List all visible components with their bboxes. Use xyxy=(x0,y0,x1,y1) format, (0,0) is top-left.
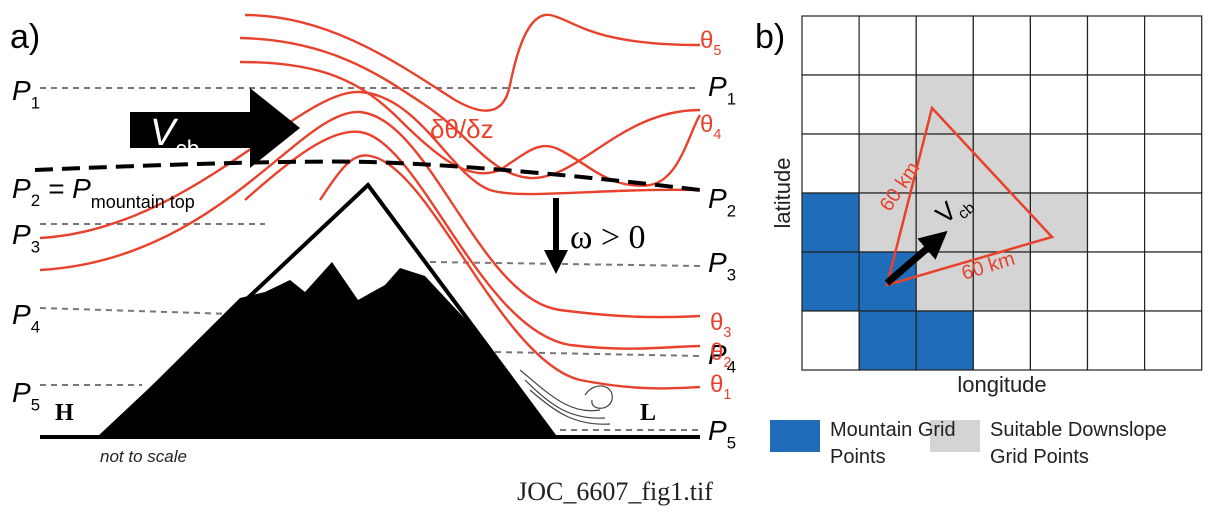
symbol: P xyxy=(12,173,31,204)
equals: = P xyxy=(40,173,91,204)
grid-cell xyxy=(802,311,859,370)
subscript: 4 xyxy=(31,317,40,336)
figure: JOC_6607_fig1.tif a)P1P3P4P5P2 = Pmounta… xyxy=(0,0,1224,523)
subscript: 5 xyxy=(31,395,40,414)
symbol-label: P3 xyxy=(708,247,736,284)
grid-cell xyxy=(973,16,1030,75)
symbol: P xyxy=(708,183,727,214)
label: H xyxy=(55,400,74,426)
grid-cell xyxy=(973,311,1030,370)
subscript: 5 xyxy=(727,433,736,452)
grid-cell xyxy=(802,134,859,193)
legend-swatch xyxy=(770,420,820,452)
symbol-label: θ5 xyxy=(700,27,721,59)
grid-cell xyxy=(859,311,916,370)
grid-cell xyxy=(1145,311,1202,370)
grid-cell xyxy=(916,311,973,370)
label: Suitable Downslope xyxy=(990,419,1167,441)
grid-cell xyxy=(1088,311,1145,370)
symbol: θ xyxy=(710,339,723,366)
grid-cell xyxy=(802,193,859,252)
label: δθ/δz xyxy=(430,114,494,144)
subscript: mountain top xyxy=(91,192,195,212)
label: longitude xyxy=(957,372,1046,397)
symbol: θ xyxy=(700,27,713,54)
grid-cell xyxy=(1145,193,1202,252)
grid-cell xyxy=(1145,134,1202,193)
grid-cell xyxy=(1088,75,1145,134)
grid-cell xyxy=(1145,16,1202,75)
grid-cell xyxy=(1030,16,1087,75)
grid-cell xyxy=(859,16,916,75)
grid-cell xyxy=(916,75,973,134)
grid-cell xyxy=(1145,75,1202,134)
subscript: cb xyxy=(175,135,199,161)
symbol: θ xyxy=(700,111,713,138)
grid-cell xyxy=(1030,252,1087,311)
grid-cell xyxy=(802,252,859,311)
symbol-label: P1 xyxy=(708,71,736,108)
label: a) xyxy=(10,18,40,56)
symbol-label: P4 xyxy=(12,299,40,336)
grid-cell xyxy=(1030,311,1087,370)
symbol: P xyxy=(12,75,31,106)
subscript: 5 xyxy=(713,43,721,59)
subscript: 1 xyxy=(31,93,40,112)
label: Points xyxy=(830,446,886,468)
grid-cell xyxy=(1030,134,1087,193)
symbol: P xyxy=(12,377,31,408)
grid-cell xyxy=(1030,75,1087,134)
subscript: 4 xyxy=(713,127,721,143)
grid-cell xyxy=(973,193,1030,252)
symbol: P xyxy=(12,299,31,330)
grid-cell xyxy=(1145,252,1202,311)
label: L xyxy=(640,400,656,426)
symbol-label: θ3 xyxy=(710,309,731,341)
symbol: P xyxy=(708,415,727,446)
grid-cell xyxy=(802,75,859,134)
symbol-label: P2 xyxy=(708,183,736,220)
subscript: 3 xyxy=(723,325,731,341)
symbol: P xyxy=(12,219,31,250)
caption: JOC_6607_fig1.tif xyxy=(517,477,713,506)
subscript: 2 xyxy=(727,201,736,220)
subscript: 3 xyxy=(31,237,40,256)
label: b) xyxy=(755,18,785,56)
label: Grid Points xyxy=(990,446,1089,468)
grid-cell xyxy=(1088,252,1145,311)
grid-cell xyxy=(1088,16,1145,75)
label: not to scale xyxy=(100,447,187,466)
subscript: 1 xyxy=(727,89,736,108)
grid-cell xyxy=(802,16,859,75)
grid-cell xyxy=(1088,193,1145,252)
subscript: 2 xyxy=(723,355,731,371)
symbol: P xyxy=(708,247,727,278)
subscript: 1 xyxy=(723,387,731,403)
symbol-label: P5 xyxy=(708,415,736,452)
grid-cell xyxy=(1088,134,1145,193)
label: latitude xyxy=(770,158,795,229)
symbol-label: P3 xyxy=(12,219,40,256)
symbol: θ xyxy=(710,371,723,398)
grid xyxy=(802,16,1202,370)
symbol-label: P5 xyxy=(12,377,40,414)
symbol-label: θ4 xyxy=(700,111,721,143)
grid-cell xyxy=(859,75,916,134)
grid-cell xyxy=(973,75,1030,134)
label: Mountain Grid xyxy=(830,419,956,441)
symbol: P xyxy=(708,71,727,102)
symbol: θ xyxy=(710,309,723,336)
symbol-label: P1 xyxy=(12,75,40,112)
label: ω > 0 xyxy=(570,219,646,256)
subscript: 2 xyxy=(31,191,40,210)
grid-cell xyxy=(916,16,973,75)
subscript: 3 xyxy=(727,265,736,284)
mountain-top-label: P2 = Pmountain top xyxy=(12,173,195,212)
